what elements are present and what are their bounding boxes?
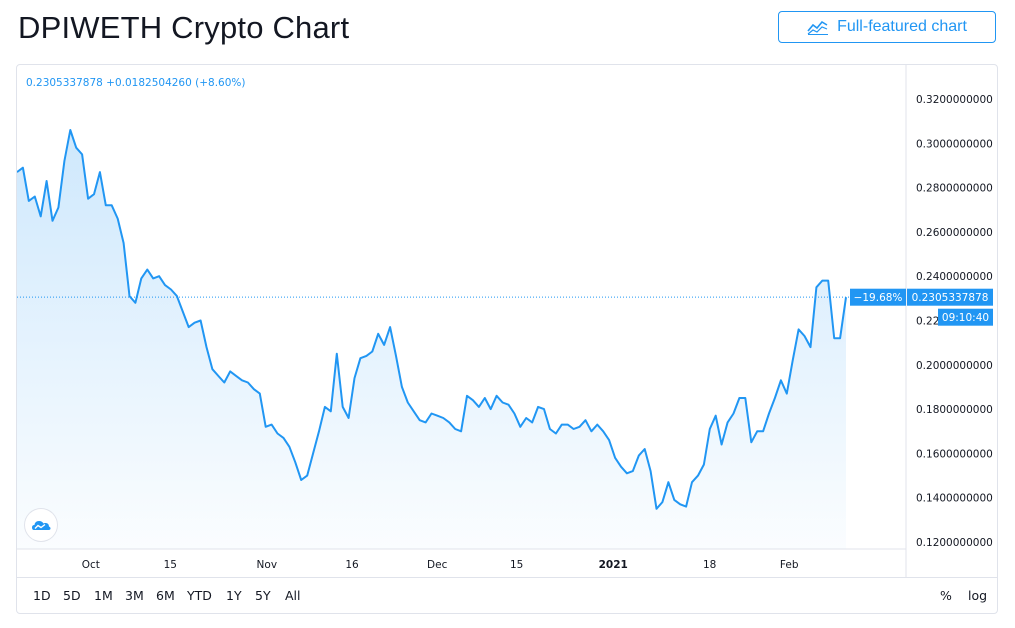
last-price-value: 0.2305337878 (912, 292, 989, 304)
x-tick-label: 15 (510, 559, 523, 571)
x-tick-label: 2021 (599, 559, 628, 571)
y-tick-label: 0.2000000000 (916, 360, 993, 372)
tradingview-logo[interactable] (25, 509, 57, 541)
range-button-6m[interactable]: 6M (156, 588, 175, 603)
legend-change: +0.0182504260 (106, 77, 192, 89)
pct-change-tag: −19.68% (854, 292, 903, 304)
range-button-1m[interactable]: 1M (94, 588, 113, 603)
y-tick-label: 0.1200000000 (916, 537, 993, 549)
x-tick-label: Feb (780, 559, 799, 571)
price-chart[interactable]: 0.3200000000 0.3000000000 0.2800000000 0.26… (17, 65, 997, 577)
y-tick-label: 0.2400000000 (916, 271, 993, 283)
y-tick-label: 0.22 (916, 316, 939, 328)
range-button-1d[interactable]: 1D (33, 588, 51, 603)
range-button-all[interactable]: All (285, 588, 301, 603)
price-area-fill (17, 130, 846, 549)
log-scale-toggle[interactable]: log (968, 588, 988, 603)
x-tick-label: Dec (427, 559, 448, 571)
legend-change-pct: (+8.60%) (195, 77, 246, 89)
y-tick-label: 0.3200000000 (916, 94, 993, 106)
legend-price: 0.2305337878 (26, 77, 103, 89)
x-tick-label: 18 (703, 559, 716, 571)
range-button-5y[interactable]: 5Y (255, 588, 271, 603)
range-button-ytd[interactable]: YTD (187, 588, 212, 603)
last-price-tag: −19.68% 0.2305337878 09:10:40 (850, 288, 993, 326)
price-axis: 0.3200000000 0.3000000000 0.2800000000 0.26… (916, 94, 993, 549)
range-button-5d[interactable]: 5D (63, 588, 81, 603)
range-button-1y[interactable]: 1Y (226, 588, 242, 603)
last-price-tag-bg (907, 288, 993, 306)
y-tick-label: 0.1400000000 (916, 493, 993, 505)
page-title: DPIWETH Crypto Chart (18, 10, 350, 45)
pct-change-tag-bg (850, 288, 906, 306)
y-tick-label: 0.2800000000 (916, 183, 993, 195)
full-featured-chart-button[interactable]: Full-featured chart (778, 11, 996, 43)
x-tick-label: Oct (82, 559, 100, 571)
chart-icon (807, 19, 829, 35)
chart-widget: 0.3200000000 0.3000000000 0.2800000000 0.26… (16, 64, 998, 614)
percent-scale-toggle[interactable]: % (940, 588, 952, 603)
countdown-value: 09:10:40 (942, 312, 989, 324)
cloud-icon (32, 521, 51, 530)
ohlc-legend: 0.2305337878 +0.0182504260 (+8.60%) (26, 77, 246, 89)
price-series-line (17, 129, 847, 510)
x-tick-label: Nov (257, 559, 278, 571)
y-tick-label: 0.3000000000 (916, 138, 993, 150)
x-tick-label: 15 (164, 559, 177, 571)
y-tick-label: 0.1600000000 (916, 448, 993, 460)
y-tick-label: 0.2600000000 (916, 227, 993, 239)
countdown-tag-bg (938, 308, 993, 326)
range-toolbar: 1D 5D 1M 3M 6M YTD 1Y 5Y All % log (17, 577, 997, 613)
full-featured-chart-label: Full-featured chart (837, 18, 967, 35)
x-tick-label: 16 (345, 559, 359, 571)
range-button-3m[interactable]: 3M (125, 588, 144, 603)
y-tick-label: 0.1800000000 (916, 404, 993, 416)
time-axis: Oct 15 Nov 16 Dec 15 2021 18 Feb (82, 559, 799, 571)
